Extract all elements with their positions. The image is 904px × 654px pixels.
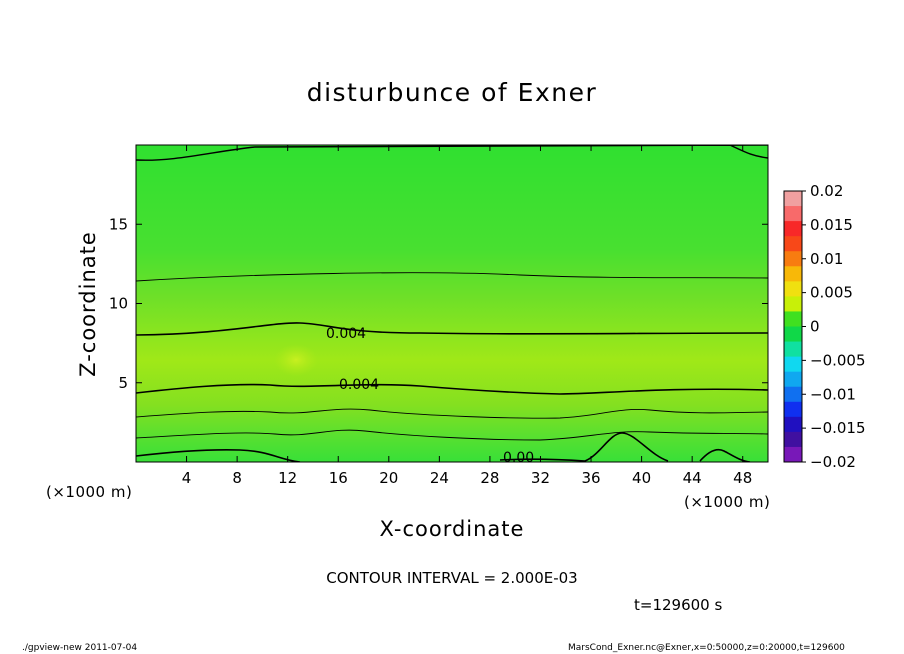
contour-line bbox=[136, 145, 768, 161]
chart-title: disturbunce of Exner bbox=[307, 78, 598, 107]
colorbar-swatch bbox=[784, 296, 802, 312]
contour-label: 0.004 bbox=[326, 326, 366, 342]
x-unit-left: (×1000 m) bbox=[46, 483, 132, 501]
colorbar-swatch bbox=[784, 416, 802, 433]
x-tick-label: 20 bbox=[379, 469, 398, 487]
colorbar-swatch bbox=[784, 221, 802, 237]
x-tick-label: 8 bbox=[232, 469, 242, 487]
colorbar-label: 0.005 bbox=[810, 284, 853, 302]
colorbar-label: 0.01 bbox=[810, 250, 843, 268]
y-tick-label: 5 bbox=[118, 374, 128, 392]
colorbar-swatch bbox=[784, 206, 802, 222]
colorbar-label: 0.02 bbox=[810, 182, 843, 200]
y-tick-label: 15 bbox=[109, 215, 128, 233]
x-tick-label: 4 bbox=[182, 469, 192, 487]
colorbar-label: −0.02 bbox=[810, 453, 856, 471]
colorbar-swatch bbox=[784, 431, 802, 448]
colorbar: 0.02 0.015 0.01 0.005 0 −0.005 −0.01 −0.015 −0.0… bbox=[783, 182, 866, 471]
colorbar-swatch bbox=[784, 281, 802, 297]
x-axis-label: X-coordinate bbox=[380, 517, 525, 541]
x-tick-label: 28 bbox=[480, 469, 499, 487]
colorbar-swatch bbox=[784, 401, 802, 418]
colorbar-swatch bbox=[784, 446, 802, 463]
x-tick-label: 16 bbox=[329, 469, 348, 487]
contour-line bbox=[136, 322, 768, 336]
plot-area bbox=[136, 145, 768, 462]
x-tick-label: 48 bbox=[733, 469, 752, 487]
contour-lines bbox=[136, 145, 768, 462]
y-axis: 5 10 15 bbox=[109, 215, 768, 392]
contour-line bbox=[136, 408, 768, 419]
colorbar-swatch bbox=[784, 341, 802, 358]
x-tick-label: 40 bbox=[632, 469, 651, 487]
field-blob bbox=[274, 344, 318, 376]
contour-line bbox=[136, 432, 751, 462]
footer-right: MarsCond_Exner.nc@Exner,x=0:50000,z=0:20… bbox=[568, 643, 845, 653]
colorbar-swatch bbox=[784, 236, 802, 252]
colorbar-swatch bbox=[784, 371, 802, 388]
colorbar-label: −0.005 bbox=[810, 351, 866, 369]
colorbar-label: −0.01 bbox=[810, 385, 856, 403]
contour-line bbox=[136, 429, 768, 441]
x-tick-label: 24 bbox=[430, 469, 449, 487]
contour-line bbox=[136, 383, 768, 395]
contour-interval-note: CONTOUR INTERVAL = 2.000E-03 bbox=[326, 569, 577, 587]
contour-label: 0.00 bbox=[503, 450, 534, 466]
field-background bbox=[136, 145, 768, 462]
x-axis: 4 8 12 16 20 24 28 32 36 40 44 48 bbox=[182, 145, 752, 487]
y-axis-label: Z-coordinate bbox=[76, 231, 100, 377]
x-tick-label: 32 bbox=[531, 469, 550, 487]
x-unit-right: (×1000 m) bbox=[684, 493, 770, 511]
x-tick-label: 44 bbox=[683, 469, 702, 487]
y-tick-label: 10 bbox=[109, 295, 128, 313]
colorbar-swatch bbox=[784, 266, 802, 282]
colorbar-swatch bbox=[784, 311, 802, 327]
contour-line bbox=[136, 272, 768, 282]
x-tick-label: 12 bbox=[278, 469, 297, 487]
colorbar-swatch bbox=[784, 356, 802, 373]
time-label: t=129600 s bbox=[634, 596, 722, 614]
contour-labels: 0.004 0.004 0.00 bbox=[326, 326, 534, 466]
contour-label: 0.004 bbox=[339, 377, 379, 393]
colorbar-label: 0.015 bbox=[810, 216, 853, 234]
colorbar-label: 0 bbox=[810, 318, 820, 336]
colorbar-label: −0.015 bbox=[810, 419, 866, 437]
x-tick-label: 36 bbox=[581, 469, 600, 487]
colorbar-swatch bbox=[784, 191, 802, 207]
colorbar-swatch bbox=[784, 326, 802, 343]
colorbar-swatch bbox=[784, 251, 802, 267]
footer-left: ./gpview-new 2011-07-04 bbox=[22, 643, 137, 653]
colorbar-swatch bbox=[784, 386, 802, 403]
